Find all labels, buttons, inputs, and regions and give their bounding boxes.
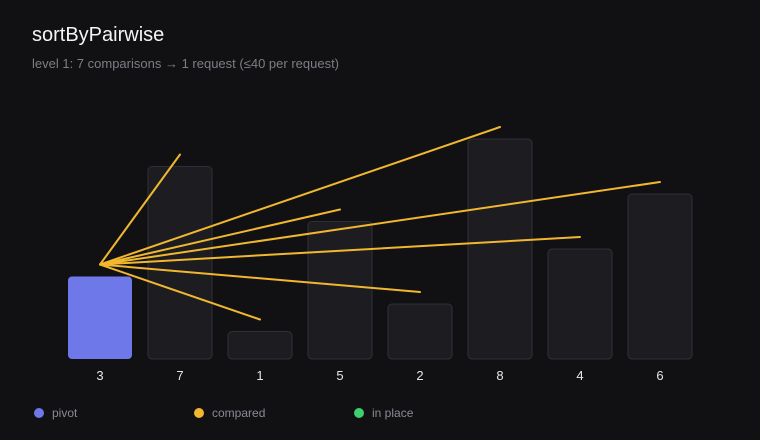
comparison-line bbox=[99, 181, 661, 266]
bar-value-label: 6 bbox=[656, 368, 663, 383]
bar-value-label: 1 bbox=[256, 368, 263, 383]
value-bar bbox=[467, 138, 533, 360]
legend-label-compared: compared bbox=[212, 406, 266, 420]
bar-value-label: 5 bbox=[336, 368, 343, 383]
bar-value-label: 2 bbox=[416, 368, 423, 383]
bar-value-label: 4 bbox=[576, 368, 583, 383]
level-status: level 1: 7 comparisons → 1 request (≤40 … bbox=[32, 56, 340, 71]
comparison-line bbox=[99, 236, 581, 266]
comparison-line bbox=[99, 263, 421, 293]
value-bar bbox=[147, 166, 213, 360]
bars-layer bbox=[68, 138, 693, 360]
bar-value-label: 7 bbox=[176, 368, 183, 383]
comparison-line bbox=[99, 153, 181, 266]
in-place-swatch-icon bbox=[354, 408, 364, 418]
legend-item-compared: compared bbox=[194, 406, 265, 420]
comparison-chart: 3 7 1 5 2 8 4 6 bbox=[68, 126, 693, 383]
legend-item-pivot: pivot bbox=[34, 406, 77, 420]
legend-label-pivot: pivot bbox=[52, 406, 78, 420]
value-bar bbox=[387, 303, 453, 360]
compared-swatch-icon bbox=[194, 408, 204, 418]
comparison-line bbox=[99, 263, 261, 321]
bar-value-label: 3 bbox=[96, 368, 103, 383]
legend-item-in-place: in place bbox=[354, 406, 413, 420]
pivot-bar bbox=[68, 276, 132, 359]
pivot-swatch-icon bbox=[34, 408, 44, 418]
value-bar bbox=[547, 248, 613, 360]
value-bar bbox=[227, 331, 293, 360]
bar-value-label: 8 bbox=[496, 368, 503, 383]
legend-label-in-place: in place bbox=[372, 406, 414, 420]
value-bar bbox=[307, 221, 373, 360]
value-bar bbox=[627, 193, 693, 360]
legend: pivot compared in place bbox=[0, 406, 760, 422]
comparison-line bbox=[99, 208, 341, 266]
page-title: sortByPairwise bbox=[32, 24, 165, 46]
bar-labels-layer: 3 7 1 5 2 8 4 6 bbox=[96, 368, 663, 383]
comparison-line bbox=[99, 126, 501, 266]
comparison-lines-layer bbox=[99, 126, 661, 321]
